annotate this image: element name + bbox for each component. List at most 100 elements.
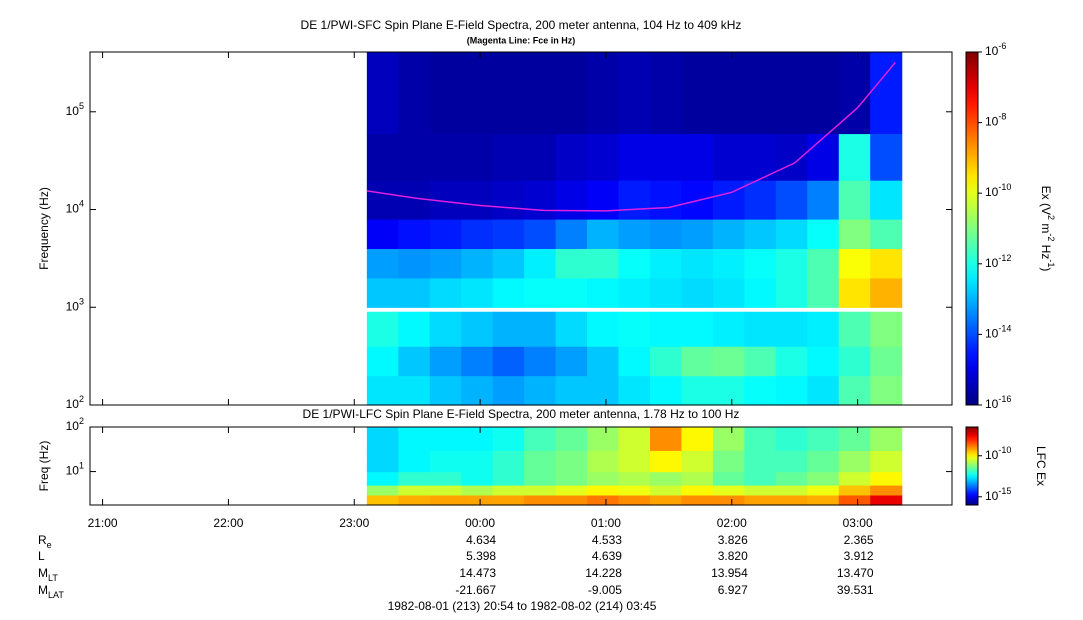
heat-cell [649,346,683,377]
heat-cell [838,218,871,250]
heat-cell [398,346,431,377]
heat-cell [838,133,871,181]
heat-cell [744,248,777,279]
heat-cell [712,427,745,451]
heat-cell [807,248,840,279]
heat-cell [618,375,651,406]
heat-cell [807,427,840,451]
heat-cell [807,485,840,496]
heat-cell [618,218,651,250]
ephemeris-value: 14.228 [585,566,622,580]
heat-cell [649,311,683,347]
heat-cell [681,375,714,406]
ephemeris-value: 5.398 [466,549,496,563]
x-tick-label: 01:00 [591,516,621,530]
colorbar-label: LFC Ex [1034,446,1048,486]
heat-cell [555,471,588,486]
heat-cell [681,485,714,496]
heat-cell [524,494,557,506]
heat-cell [524,248,557,279]
heat-cell [870,427,903,451]
heat-cell [618,485,651,496]
heat-cell [870,311,903,347]
heat-cell [744,180,777,220]
heat-cell [398,450,431,473]
ephemeris-label: MLAT [38,583,64,600]
ephemeris-value: 4.533 [592,533,622,547]
heat-cell [555,375,588,406]
heat-cell [775,375,808,406]
ephemeris-value: 14.473 [459,566,496,580]
heat-cell [681,218,714,250]
heat-cell [744,427,777,451]
heat-cell [398,427,431,451]
heat-cell [838,450,871,473]
ephemeris-value: 4.639 [592,549,622,563]
heat-cell [429,485,462,496]
heat-cell [649,427,683,451]
heat-cell [649,248,683,279]
heat-cell [398,471,431,486]
heat-cell [870,133,903,181]
heat-cell [649,52,683,135]
heat-cell [807,375,840,406]
heat-cell [524,450,557,473]
heat-cell [524,427,557,451]
heat-cell [681,450,714,473]
heat-cell [775,277,808,308]
heat-cell [807,52,840,135]
heat-cell [618,450,651,473]
heat-cell [587,311,620,347]
heat-cell [366,346,399,377]
heat-cell [429,471,462,486]
heat-cell [461,311,494,347]
heat-cell [744,494,777,506]
colorbar-tick-label: 10-15 [985,486,1011,503]
heat-cell [838,485,871,496]
heat-cell [838,248,871,279]
heat-cell [398,485,431,496]
colorbar-tick-label: 10-16 [985,394,1011,411]
heat-cell [838,494,871,506]
heat-cell [398,311,431,347]
heat-cell [524,133,557,181]
x-tick-label: 22:00 [213,516,243,530]
heat-cell [555,427,588,451]
heat-cell [461,277,494,308]
heat-cell [649,494,683,506]
heat-cell [744,485,777,496]
heat-cell [712,277,745,308]
heat-cell [555,52,588,135]
y-axis-label: Frequency (Hz) [37,187,51,270]
heat-cell [807,311,840,347]
heat-cell [555,346,588,377]
heat-cell [587,485,620,496]
heat-cell [870,52,903,135]
colorbar-tick-label: 10-14 [985,324,1011,341]
heat-cell [870,346,903,377]
chart-title: DE 1/PWI-LFC Spin Plane E-Field Spectra,… [303,407,740,421]
heat-cell [681,248,714,279]
heat-cell [429,248,462,279]
heat-cell [524,375,557,406]
heat-cell [555,485,588,496]
heat-cell [429,494,462,506]
heat-cell [587,133,620,181]
heat-cell [618,52,651,135]
heat-cell [744,450,777,473]
heat-cell [555,248,588,279]
colorbar-label: Ex (V2 m-2 Hz-1) [1039,186,1056,272]
heat-cell [775,218,808,250]
heat-cell [524,180,557,220]
heat-cell [775,427,808,451]
heat-cell [775,471,808,486]
colorbar-tick-label: 10-12 [985,253,1011,270]
heat-cell [366,311,399,347]
x-tick-label: 00:00 [465,516,495,530]
ephemeris-value: 13.954 [711,566,748,580]
heat-cell [492,494,525,506]
heat-cell [555,450,588,473]
heat-cell [555,494,588,506]
colorbar-tick-label: 10-10 [985,445,1011,462]
y-tick-label: 101 [66,461,84,478]
